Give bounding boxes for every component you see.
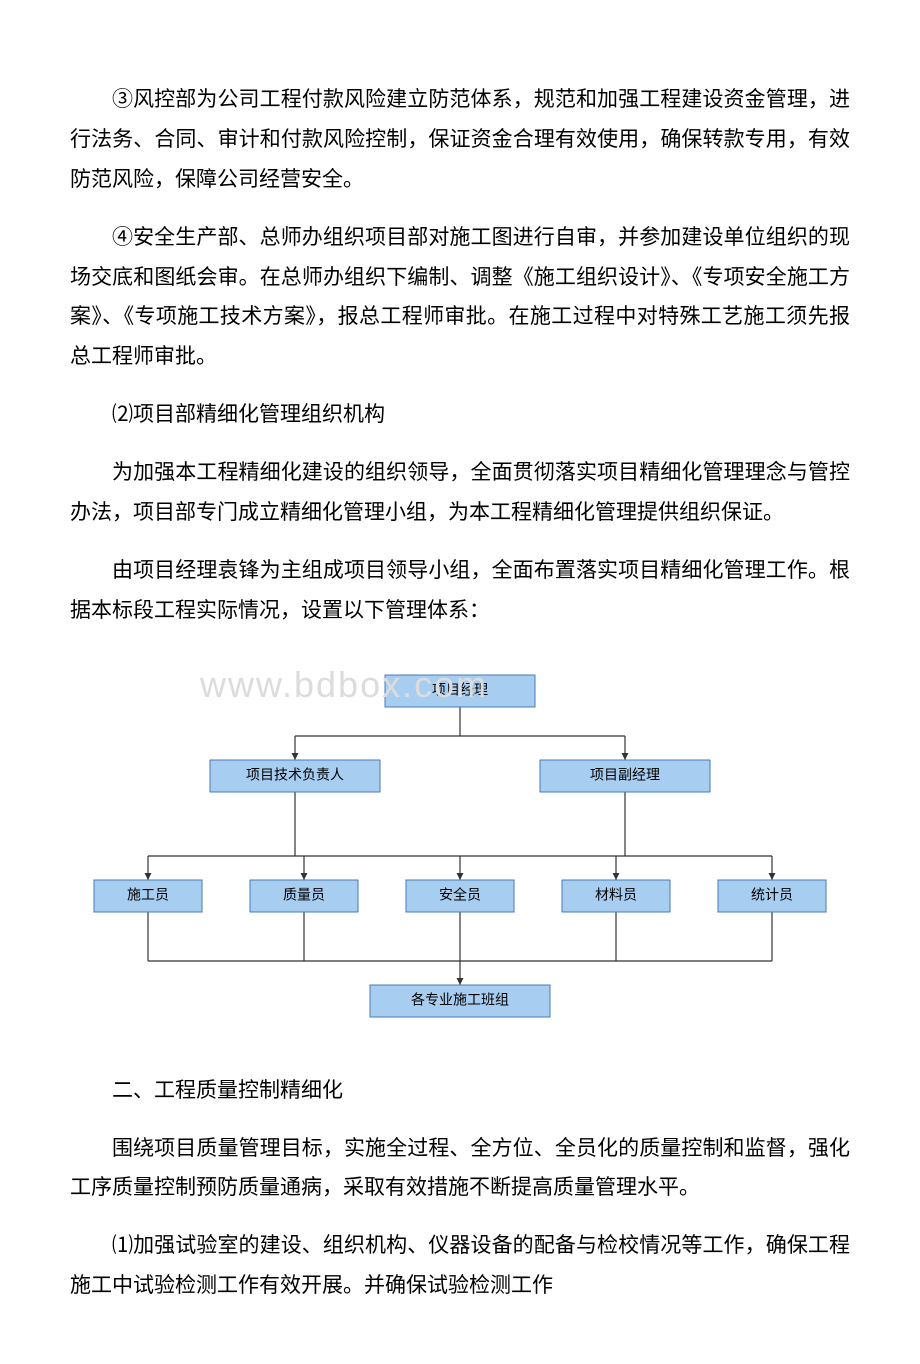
org-node-c5: 统计员	[718, 880, 826, 912]
paragraph-6: 由项目经理袁锋为主组成项目领导小组，全面布置落实项目精细化管理工作。根据本标段工…	[70, 551, 850, 631]
org-node-team: 各专业施工班组	[370, 985, 550, 1017]
section-heading-2: ⑵项目部精细化管理组织机构	[70, 395, 850, 435]
svg-text:项目经理: 项目经理	[432, 682, 488, 698]
org-node-tech: 项目技术负责人	[210, 760, 380, 792]
org-chart-container: www.bdbox.com 项目经理项目技术负责人项目副经理施工员质量员安全员材…	[70, 661, 850, 1041]
org-node-c2: 质量员	[250, 880, 358, 912]
paragraph-4: ④安全生产部、总师办组织项目部对施工图进行自审，并参加建设单位组织的现场交底和图…	[70, 218, 850, 378]
svg-text:安全员: 安全员	[439, 886, 481, 903]
svg-text:统计员: 统计员	[751, 887, 793, 903]
org-node-root: 项目经理	[385, 675, 535, 707]
svg-text:各专业施工班组: 各专业施工班组	[411, 992, 509, 1008]
svg-text:施工员: 施工员	[127, 887, 169, 903]
org-node-c4: 材料员	[562, 880, 670, 912]
org-chart: 项目经理项目技术负责人 项目副经理施工员 质量员 安全员 材料员 统计员各专业施工班组	[70, 661, 850, 1041]
svg-text:质量员: 质量员	[283, 887, 325, 903]
svg-text:项目技术负责人: 项目技术负责人	[246, 767, 344, 783]
paragraph-3: ③风控部为公司工程付款风险建立防范体系，规范和加强工程建设资金管理，进行法务、合…	[70, 80, 850, 200]
svg-text:项目副经理: 项目副经理	[590, 767, 660, 783]
paragraph-5: 为加强本工程精细化建设的组织领导，全面贯彻落实项目精细化管理理念与管控办法，项目…	[70, 453, 850, 533]
svg-text:材料员: 材料员	[595, 887, 637, 903]
paragraph-8: ⑴加强试验室的建设、组织机构、仪器设备的配备与检校情况等工作，确保工程施工中试验…	[70, 1226, 850, 1306]
org-node-c1: 施工员	[94, 880, 202, 912]
org-node-c3: 安全员	[406, 880, 514, 912]
section-heading-3: 二、工程质量控制精细化	[70, 1071, 850, 1111]
org-node-vice: 项目副经理	[540, 760, 710, 792]
paragraph-7: 围绕项目质量管理目标，实施全过程、全方位、全员化的质量控制和监督，强化工序质量控…	[70, 1129, 850, 1209]
